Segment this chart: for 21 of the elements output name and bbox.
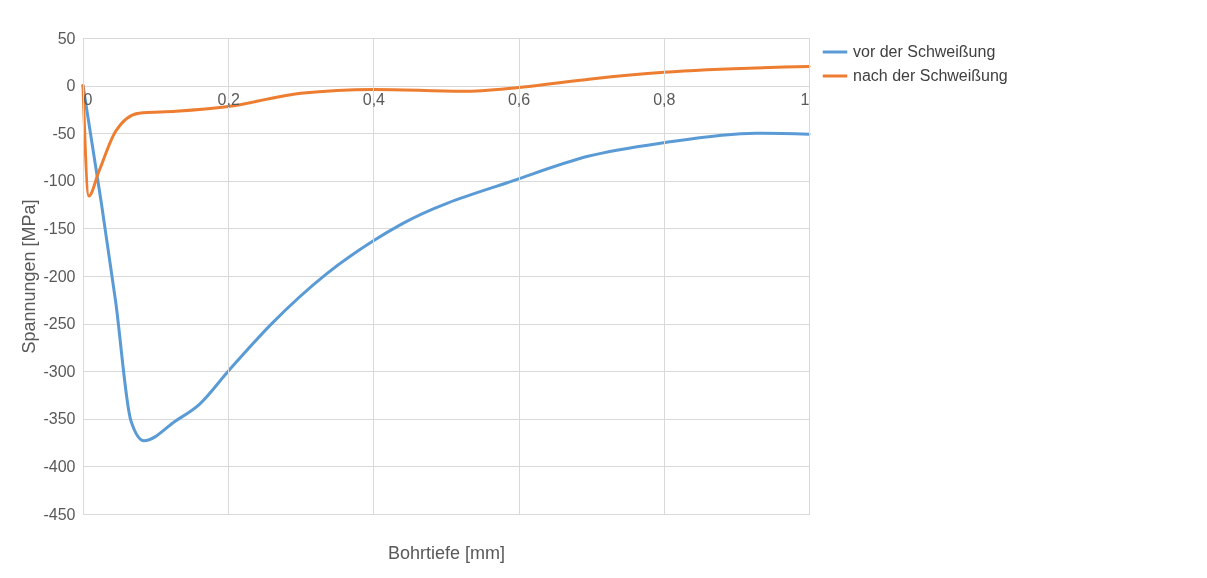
- x-tick-label: 0,4: [362, 91, 386, 109]
- legend-label: nach der Schweißung: [853, 67, 1008, 84]
- y-tick-label: -450: [43, 505, 76, 523]
- x-tick-label: 0,6: [507, 91, 531, 109]
- x-tick-label: 1: [800, 91, 810, 109]
- x-axis-title: Bohrtiefe [mm]: [387, 542, 506, 563]
- x-tick-label: 0,2: [217, 91, 240, 109]
- y-tick-label: -150: [43, 219, 76, 237]
- y-tick-label: -50: [52, 124, 76, 142]
- x-tick-label: 0,8: [653, 91, 676, 109]
- y-tick-label: -400: [43, 457, 76, 475]
- legend-label: vor der Schweißung: [853, 43, 996, 60]
- y-tick-label: 0: [66, 77, 76, 95]
- y-tick-label: -100: [43, 172, 76, 190]
- y-tick-label: -200: [43, 267, 76, 285]
- y-tick-label: 50: [57, 29, 76, 47]
- line-series: [81, 65, 811, 198]
- y-tick-label: -250: [43, 315, 76, 333]
- y-tick-label: -350: [43, 410, 76, 428]
- y-tick-label: -300: [43, 362, 76, 380]
- y-axis-title: Spannungen [MPa]: [19, 199, 40, 354]
